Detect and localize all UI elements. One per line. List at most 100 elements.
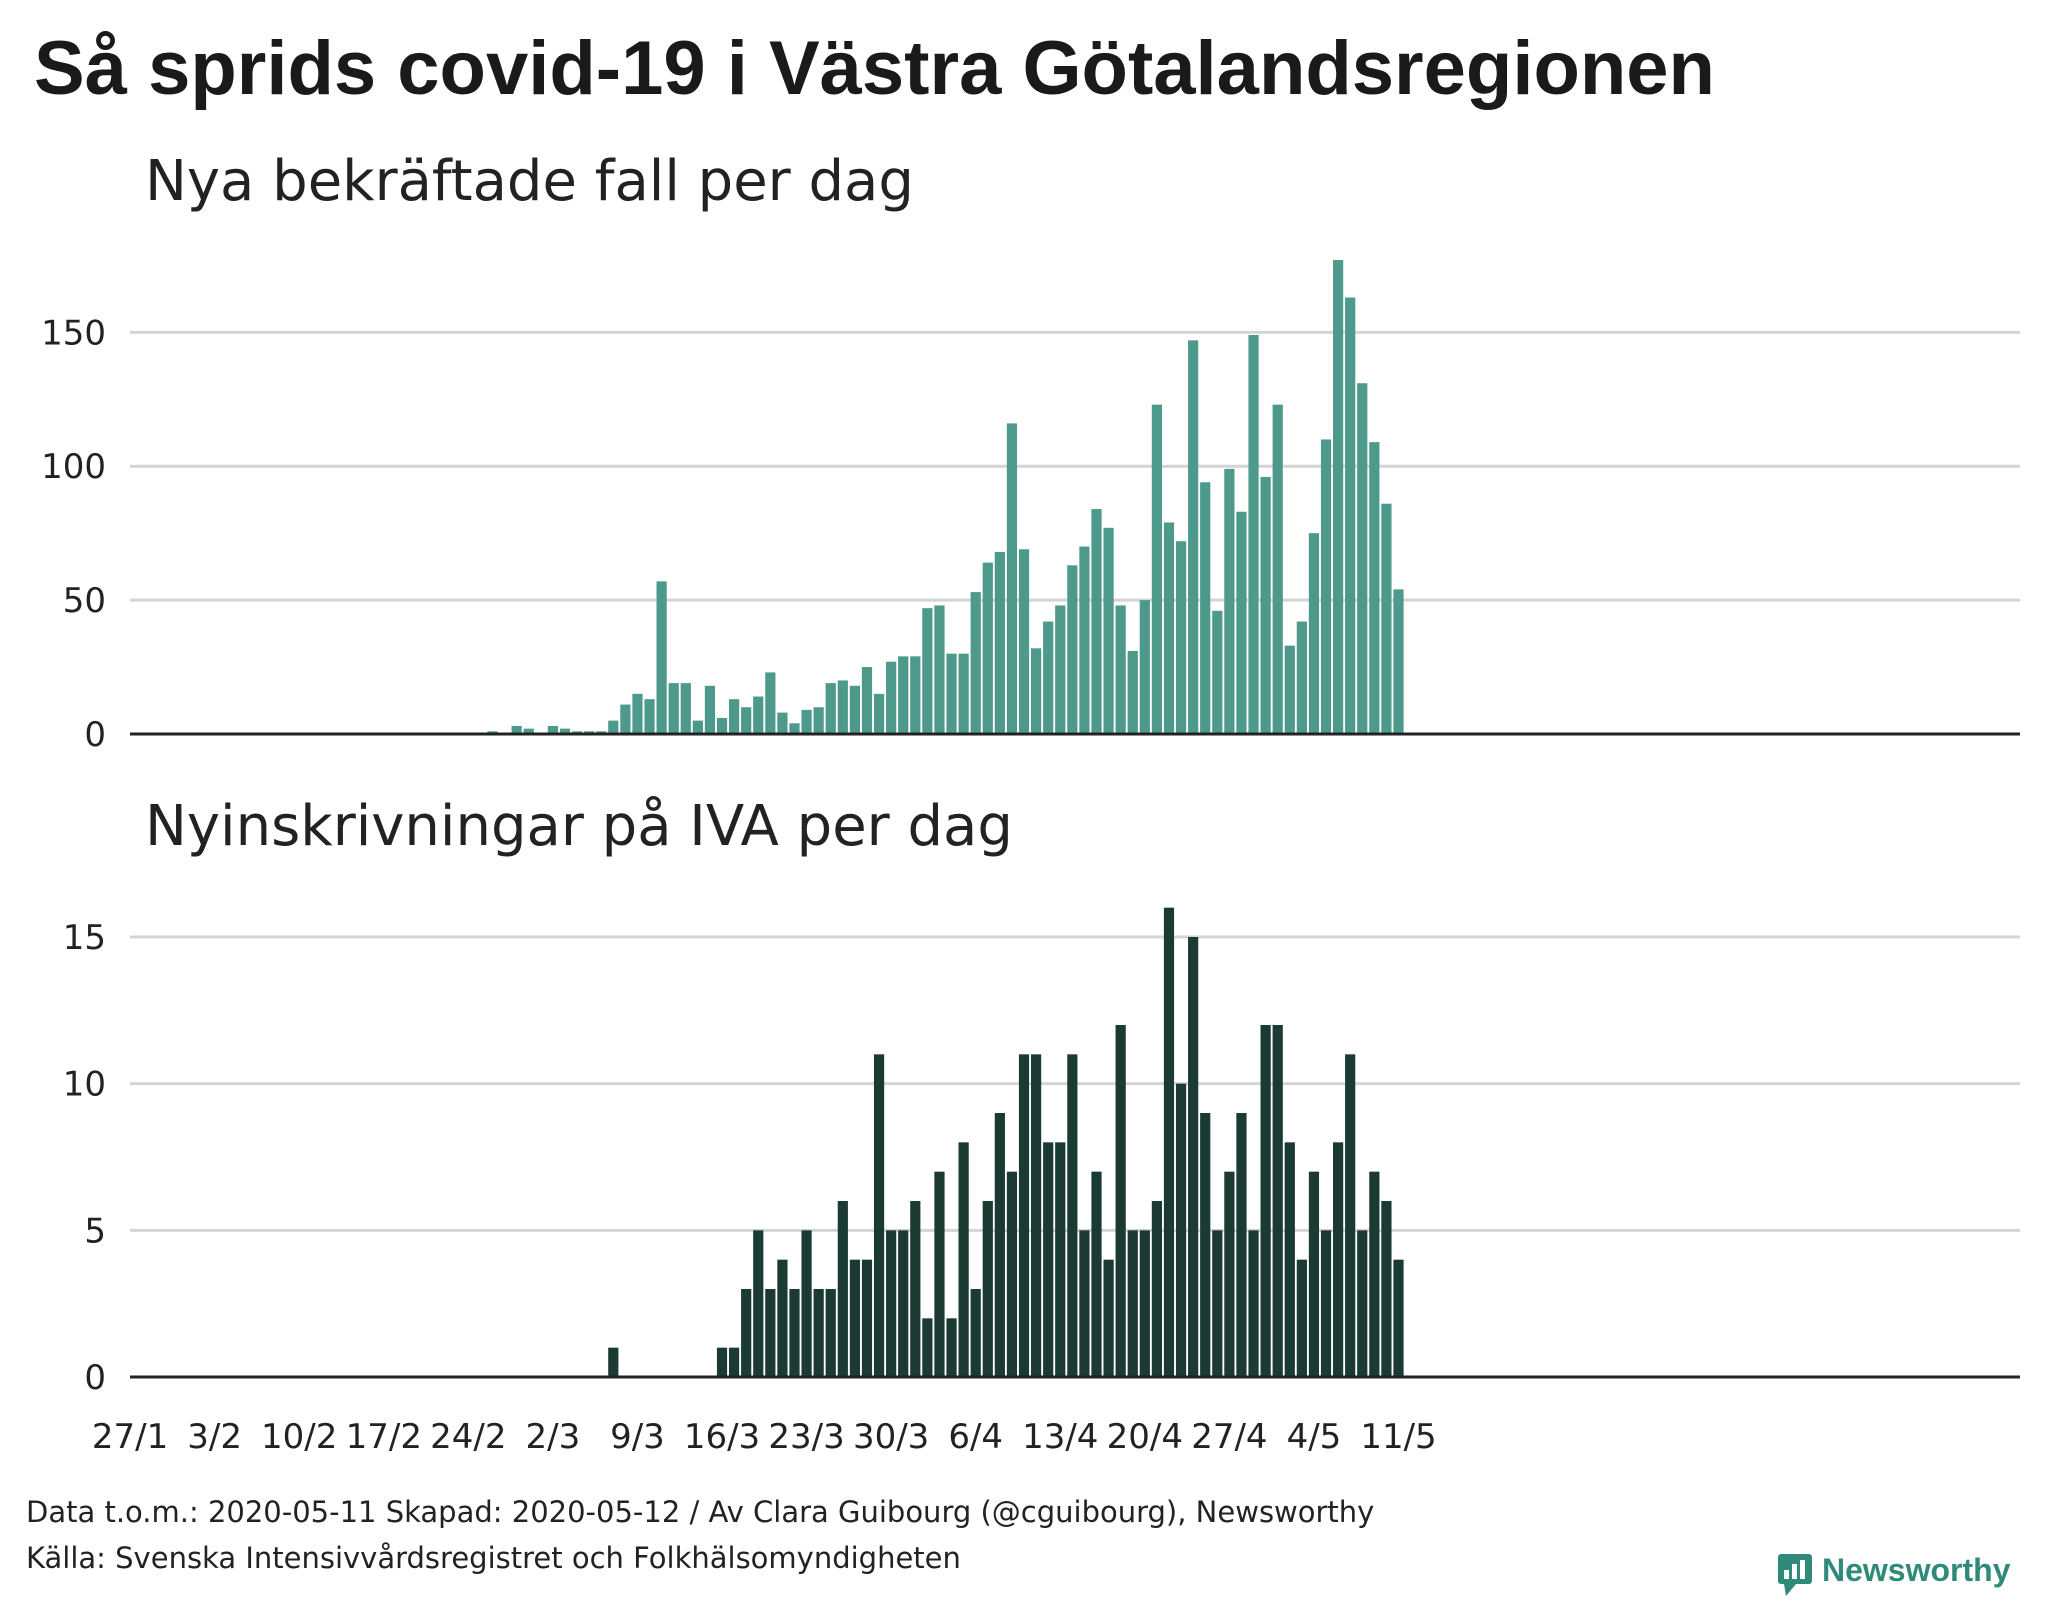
- bar: [547, 725, 558, 734]
- bar: [970, 1289, 981, 1377]
- bar: [910, 1201, 921, 1377]
- bar: [849, 1259, 860, 1377]
- bar: [1369, 442, 1380, 734]
- bar: [934, 1171, 945, 1377]
- x-tick-label: 17/2: [346, 1417, 422, 1457]
- bar: [1248, 335, 1259, 734]
- bar: [1320, 1230, 1332, 1377]
- bar: [608, 720, 619, 734]
- bar: [1079, 1230, 1090, 1377]
- y-tick-label: 50: [63, 581, 106, 621]
- bar: [886, 1230, 897, 1377]
- bar: [861, 1259, 873, 1377]
- bar: [1067, 1054, 1078, 1377]
- bar: [692, 720, 703, 734]
- bar: [934, 605, 945, 734]
- iva-panel: Nyinskrivningar på IVA per dag 0 5 10 15: [63, 794, 2020, 1398]
- x-tick-label: 27/1: [92, 1417, 168, 1457]
- bar: [910, 656, 921, 734]
- y-tick-label: 10: [63, 1065, 106, 1105]
- bar: [777, 712, 788, 734]
- bar: [1333, 1142, 1344, 1377]
- bar: [1260, 1025, 1271, 1377]
- bar: [1151, 404, 1162, 734]
- bar: [753, 1230, 764, 1377]
- bar: [813, 1289, 824, 1377]
- y-tick-label: 150: [41, 313, 106, 353]
- bar: [1018, 549, 1030, 734]
- bar: [668, 683, 679, 734]
- bar: [1091, 509, 1102, 734]
- bar: [1308, 533, 1320, 734]
- cases-panel: Nya bekräftade fall per dag 0 50 100 150: [41, 149, 2020, 755]
- bar: [825, 1289, 836, 1377]
- bar: [837, 1201, 848, 1377]
- x-tick-label: 3/2: [187, 1417, 242, 1457]
- x-tick-label: 16/3: [684, 1417, 760, 1457]
- bar: [813, 707, 824, 734]
- bar: [523, 728, 534, 734]
- bar: [1139, 1230, 1150, 1377]
- bar: [656, 581, 667, 734]
- x-tick-label: 6/4: [948, 1417, 1003, 1457]
- bar: [1188, 937, 1199, 1377]
- bar: [1163, 907, 1175, 1377]
- newsworthy-logo: Newsworthy: [1778, 1552, 2011, 1596]
- bar: [1381, 503, 1392, 734]
- bar: [1369, 1171, 1380, 1377]
- x-tick-label: 10/2: [261, 1417, 337, 1457]
- bar: [753, 696, 764, 734]
- bar: [1357, 383, 1368, 734]
- bar: [1308, 1171, 1320, 1377]
- bar: [1055, 605, 1066, 734]
- y-tick-label: 5: [84, 1211, 106, 1251]
- bar: [1381, 1201, 1392, 1377]
- bar: [777, 1259, 788, 1377]
- bar: [620, 704, 631, 734]
- bar: [946, 653, 957, 734]
- bar: [837, 680, 848, 734]
- y-tick-label: 0: [84, 715, 106, 755]
- bar: [1175, 1083, 1187, 1377]
- x-tick-label: 13/4: [1022, 1417, 1098, 1457]
- bar: [716, 717, 728, 734]
- y-tick-label: 15: [63, 918, 106, 958]
- bar: [873, 1054, 885, 1377]
- bar: [1296, 621, 1307, 734]
- bar: [1043, 621, 1054, 734]
- bar: [1393, 589, 1404, 734]
- x-tick-label: 4/5: [1287, 1417, 1342, 1457]
- bar: [1175, 541, 1187, 734]
- bar: [994, 551, 1005, 734]
- bar: [1055, 1142, 1066, 1377]
- bar: [1018, 1054, 1030, 1377]
- bar: [1115, 605, 1126, 734]
- bar: [704, 685, 716, 734]
- bar: [1079, 546, 1090, 734]
- bar: [1236, 511, 1247, 734]
- bar: [729, 1347, 740, 1377]
- bar: [632, 693, 643, 734]
- bar: [849, 685, 860, 734]
- bar: [765, 1289, 776, 1377]
- newsworthy-brand-name: Newsworthy: [1822, 1552, 2011, 1588]
- x-tick-label: 24/2: [430, 1417, 506, 1457]
- bar: [958, 1142, 969, 1377]
- y-tick-label: 100: [41, 447, 106, 487]
- iva-panel-title: Nyinskrivningar på IVA per dag: [145, 794, 1013, 859]
- bar: [946, 1318, 957, 1377]
- bar: [970, 592, 981, 734]
- bar: [1357, 1230, 1368, 1377]
- bar: [922, 1318, 933, 1377]
- bar: [1212, 1230, 1223, 1377]
- bar: [1115, 1025, 1126, 1377]
- bar: [729, 699, 740, 734]
- bar: [825, 683, 836, 734]
- bar: [801, 1230, 812, 1377]
- bar: [741, 1289, 752, 1377]
- x-tick-label: 9/3: [610, 1417, 665, 1457]
- bar: [1127, 1230, 1138, 1377]
- bar: [1272, 1025, 1283, 1377]
- bar: [873, 693, 885, 734]
